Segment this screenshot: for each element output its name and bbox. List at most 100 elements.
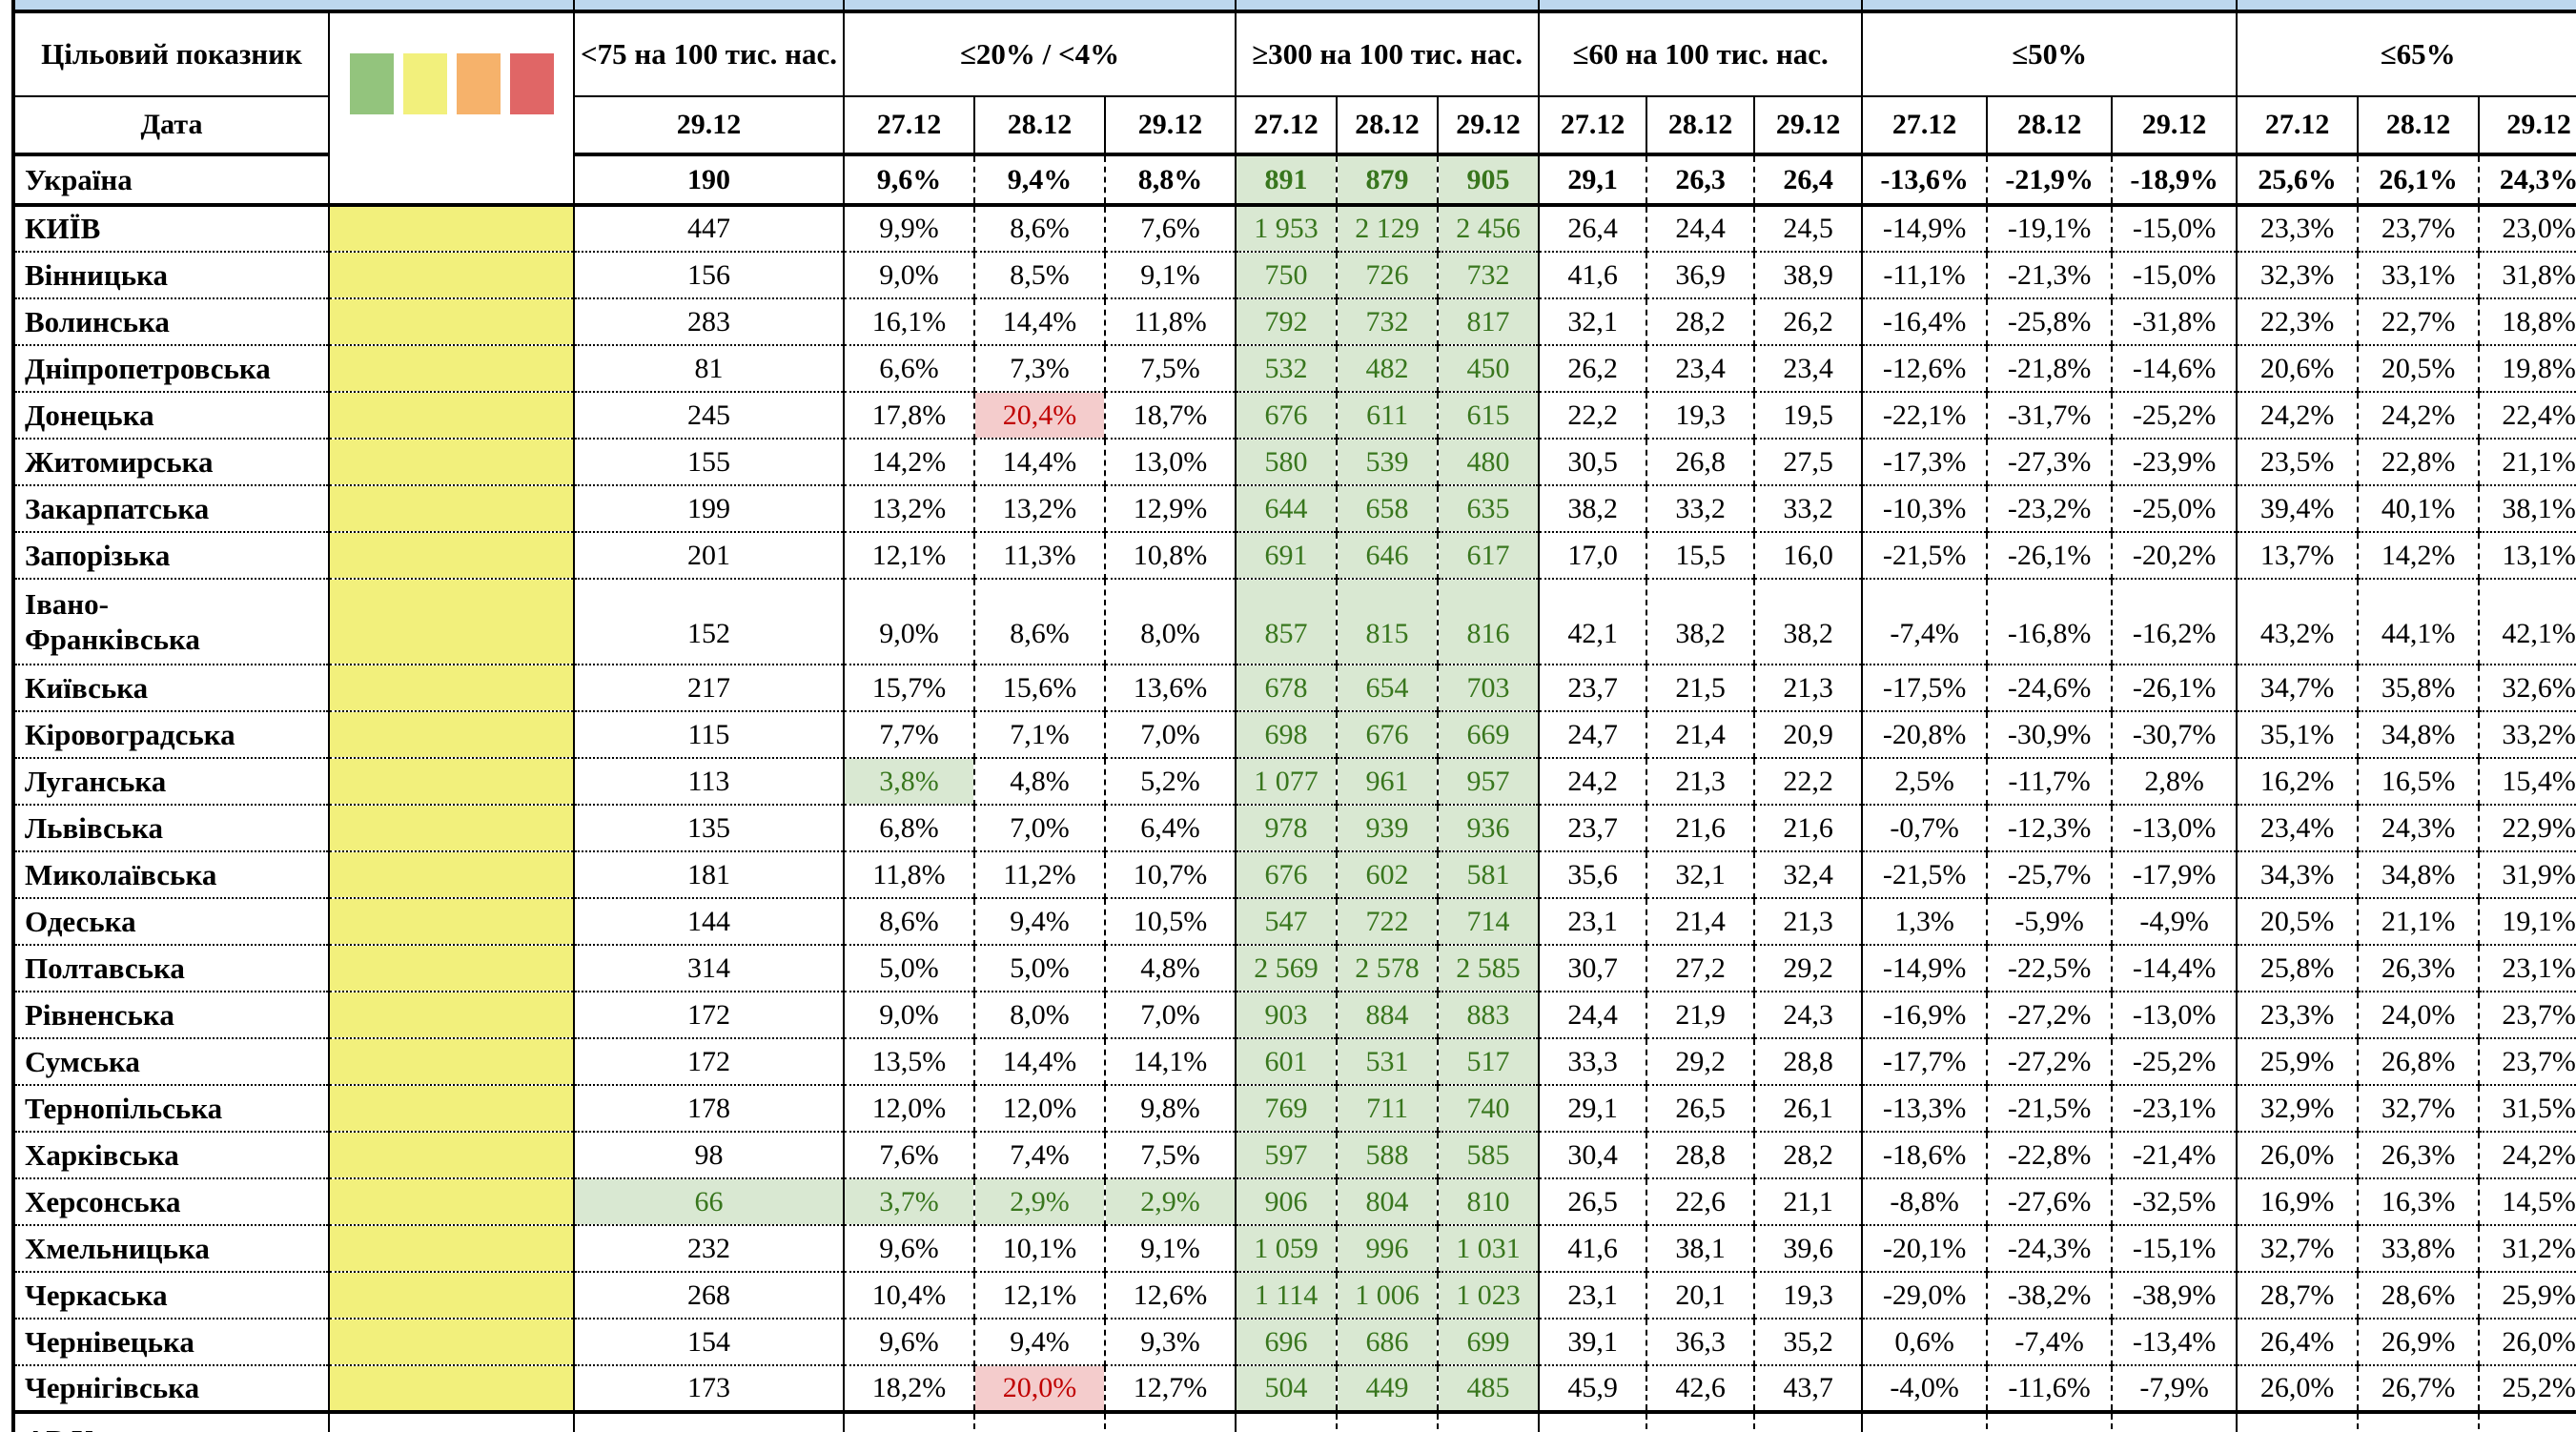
value-cell: 18,7% xyxy=(1105,392,1237,440)
value-cell: 703 xyxy=(1438,665,1541,712)
value-cell: 268 xyxy=(574,1272,845,1319)
value-cell: -27,3% xyxy=(1987,439,2114,486)
table-row: Запорізька 201 12,1% 11,3% 10,8% 691 646 617 17,… xyxy=(13,532,2576,580)
value-cell: 3,8% xyxy=(844,758,975,806)
clipped-title-cell xyxy=(2237,0,2576,13)
value-cell: 21,1% xyxy=(2479,439,2576,486)
value-cell: 26,3 xyxy=(1646,154,1756,207)
value-cell: 35,1% xyxy=(2237,711,2360,759)
value-cell: -25,7% xyxy=(1987,851,2114,899)
table-row: Київська 217 15,7% 15,6% 13,6% 678 654 703 23,7 2… xyxy=(13,665,2576,712)
value-cell: 24,2% xyxy=(2358,392,2481,440)
value-cell: 21,6 xyxy=(1646,805,1756,852)
value-cell: 615 xyxy=(1438,392,1541,440)
value-cell: 485 xyxy=(1438,1365,1541,1414)
value-cell: 32,7% xyxy=(2237,1225,2360,1273)
value-cell: 14,2% xyxy=(844,439,975,486)
orange-swatch-icon xyxy=(456,53,501,114)
value-cell: 32,1 xyxy=(1646,851,1756,899)
value-cell: 9,0% xyxy=(844,252,975,299)
value-cell: 14,4% xyxy=(974,439,1106,486)
value-cell: 23,0% xyxy=(2479,205,2576,253)
value-cell: -31,8% xyxy=(2112,298,2239,346)
region-name: АР Крим xyxy=(13,1412,330,1432)
value-cell: -14,6% xyxy=(2112,345,2239,393)
value-cell: 26,5 xyxy=(1539,1178,1648,1226)
value-cell: 27,2 xyxy=(1646,945,1756,992)
value-cell: 939 xyxy=(1337,805,1440,852)
value-cell: 25,9% xyxy=(2479,1272,2576,1319)
yellow-swatch-icon xyxy=(402,53,447,114)
value-cell: -29,0% xyxy=(1862,1272,1989,1319)
value-cell: -14,9% xyxy=(1862,945,1989,992)
value-cell: 21,4 xyxy=(1646,711,1756,759)
value-cell: -15,1% xyxy=(2112,1225,2239,1273)
value-cell xyxy=(1105,1412,1237,1432)
table-row: Полтавська 314 5,0% 5,0% 4,8% 2 569 2 578 2 585… xyxy=(13,945,2576,992)
region-name: Київська xyxy=(13,665,330,712)
value-cell: -30,7% xyxy=(2112,711,2239,759)
value-cell: 891 xyxy=(1236,154,1339,207)
value-cell: 903 xyxy=(1236,992,1339,1039)
value-cell: 33,3 xyxy=(1539,1038,1648,1086)
value-cell: 155 xyxy=(574,439,845,486)
clipped-title-cell xyxy=(574,0,845,13)
value-cell: 33,1% xyxy=(2358,252,2481,299)
value-cell: -16,9% xyxy=(1862,992,1989,1039)
value-cell: 884 xyxy=(1337,992,1440,1039)
status-color-cell xyxy=(329,851,575,899)
table-row: Донецька 245 17,8% 20,4% 18,7% 676 611 615 22,2 1… xyxy=(13,392,2576,440)
value-cell: 691 xyxy=(1236,532,1339,580)
value-cell: 7,0% xyxy=(974,805,1106,852)
status-color-cell xyxy=(329,1272,575,1319)
value-cell: 580 xyxy=(1236,439,1339,486)
region-name: Кіровоградська xyxy=(13,711,330,759)
value-cell: 2 569 xyxy=(1236,945,1339,992)
value-cell: 28,2 xyxy=(1754,1132,1864,1179)
value-cell: 27,5 xyxy=(1754,439,1864,486)
date-header: 29.12 xyxy=(574,96,845,156)
value-cell: 8,8% xyxy=(1105,154,1237,207)
value-cell: 740 xyxy=(1438,1085,1541,1133)
value-cell: 769 xyxy=(1236,1085,1339,1133)
region-name: Львівська xyxy=(13,805,330,852)
value-cell: 23,7 xyxy=(1539,665,1648,712)
table-row: Рівненська 172 9,0% 8,0% 7,0% 903 884 883 24,4 21… xyxy=(13,992,2576,1039)
value-cell: 1 059 xyxy=(1236,1225,1339,1273)
date-header: 28.12 xyxy=(1987,96,2114,156)
value-cell: 42,1 xyxy=(1539,579,1648,665)
region-name: Луганська xyxy=(13,758,330,806)
table-row: Тернопільська 178 12,0% 12,0% 9,8% 769 711 740 2… xyxy=(13,1085,2576,1133)
value-cell: 732 xyxy=(1438,252,1541,299)
value-cell: 0,6% xyxy=(1862,1319,1989,1366)
value-cell xyxy=(574,1412,845,1432)
value-cell: 8,5% xyxy=(974,252,1106,299)
value-cell xyxy=(1236,1412,1339,1432)
clipped-title-cell xyxy=(13,0,575,13)
status-color-cell xyxy=(329,252,575,299)
table-row: Миколаївська 181 11,8% 11,2% 10,7% 676 602 581 3… xyxy=(13,851,2576,899)
value-cell: 232 xyxy=(574,1225,845,1273)
value-cell: -23,2% xyxy=(1987,485,2114,533)
value-cell: 19,1% xyxy=(2479,898,2576,946)
status-color-cell xyxy=(329,154,575,207)
value-cell: 29,1 xyxy=(1539,154,1648,207)
value-cell: 658 xyxy=(1337,485,1440,533)
value-cell: 24,3% xyxy=(2358,805,2481,852)
value-cell: -17,3% xyxy=(1862,439,1989,486)
value-cell: 24,2% xyxy=(2237,392,2360,440)
status-color-cell xyxy=(329,1225,575,1273)
value-cell: 906 xyxy=(1236,1178,1339,1226)
status-color-cell xyxy=(329,665,575,712)
value-cell: 20,5% xyxy=(2237,898,2360,946)
value-cell: 9,4% xyxy=(974,898,1106,946)
region-name: Вінницька xyxy=(13,252,330,299)
value-cell xyxy=(844,1412,975,1432)
value-cell: 172 xyxy=(574,992,845,1039)
value-cell xyxy=(1987,1412,2114,1432)
clipped-title-cell xyxy=(1862,0,2239,13)
value-cell: 21,9 xyxy=(1646,992,1756,1039)
region-name: Полтавська xyxy=(13,945,330,992)
value-cell: 26,0% xyxy=(2479,1319,2576,1366)
status-color-cell xyxy=(329,1178,575,1226)
